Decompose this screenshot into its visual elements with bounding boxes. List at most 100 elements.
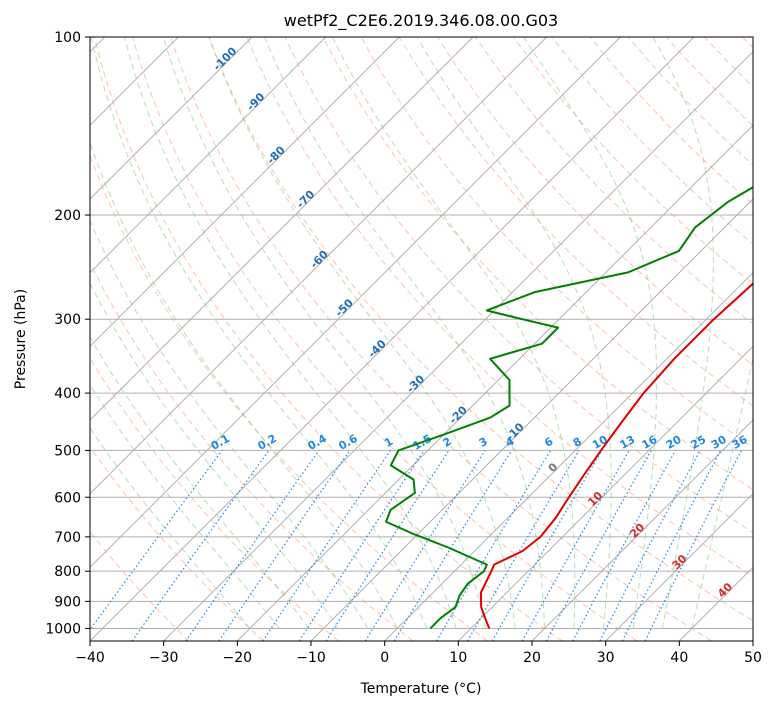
dry-adiabat-line (90, 445, 264, 641)
mixing-ratio-line (131, 450, 270, 641)
mixing-ratio-label: 16 (640, 433, 660, 452)
y-tick-label: 900 (54, 594, 81, 610)
moist-adiabat-line (90, 426, 251, 629)
isotherm-label: -30 (404, 372, 427, 395)
y-tick-label: 200 (54, 208, 81, 224)
isotherm-gridline (90, 37, 695, 641)
temperature-profile-line (479, 282, 753, 629)
mixing-ratio-line (218, 450, 351, 641)
isotherm-label: -90 (244, 90, 267, 113)
dry-adiabat-line (742, 37, 753, 49)
mixing-ratio-line (521, 450, 630, 641)
mixing-ratio-label: 30 (709, 433, 729, 452)
moist-adiabat-line (264, 37, 546, 629)
dry-adiabat-line (551, 37, 753, 245)
isotherm-label: -70 (294, 188, 317, 211)
isotherm-gridline (752, 640, 753, 641)
chart-title: wetPf2_C2E6.2019.346.08.00.G03 (284, 11, 558, 31)
mixing-ratio-label: 8 (571, 435, 584, 450)
mixing-ratio-label: 0.1 (209, 432, 232, 453)
mixing-ratio-label: 25 (689, 433, 709, 452)
x-tick-label: −20 (223, 650, 253, 666)
y-tick-label: 800 (54, 564, 81, 580)
dry-adiabat-line (513, 37, 753, 285)
mixing-ratio-line (325, 450, 450, 641)
mixing-ratio-label: 0.4 (306, 432, 330, 453)
isotherm-gridline (163, 50, 753, 641)
mixing-ratio-line (572, 450, 677, 641)
mixing-ratio-line (435, 450, 552, 641)
dewpoint-profile-line (385, 185, 753, 630)
y-tick-label: 700 (54, 530, 81, 546)
isotherm-gridline (90, 37, 253, 200)
dry-adiabat-line (665, 37, 753, 127)
isotherm-gridline (236, 124, 753, 641)
x-tick-label: 50 (744, 650, 762, 666)
dry-adiabat-line (322, 37, 753, 491)
moist-adiabat-line (90, 335, 310, 629)
moist-adiabat-line (523, 37, 658, 629)
isotherm-label: -100 (211, 44, 240, 73)
y-tick-label: 300 (54, 312, 81, 328)
mixing-ratio-label: 20 (664, 433, 684, 452)
moist-adiabat-line (416, 37, 612, 629)
y-axis-label: Pressure (hPa) (13, 289, 29, 389)
moist-adiabat-line (90, 140, 398, 629)
dry-adiabat-line (90, 261, 414, 641)
x-tick-label: 0 (380, 650, 389, 666)
y-tick-label: 100 (54, 30, 81, 46)
x-tick-label: 40 (670, 650, 688, 666)
moist-adiabat-line (90, 383, 280, 629)
mixing-ratio-line (262, 450, 391, 641)
mixing-ratio-label: 3 (477, 435, 490, 450)
y-tick-label: 600 (54, 490, 81, 506)
dry-adiabat-line (93, 37, 563, 641)
mixing-ratio-line (599, 450, 701, 641)
mixing-ratio-line (298, 450, 425, 641)
mixing-ratio-label: 13 (618, 433, 638, 452)
isotherm-gridline (90, 37, 327, 274)
moist-adiabat-line (162, 37, 487, 629)
profile-lines (385, 185, 753, 630)
isotherm-gridline (90, 37, 400, 348)
x-axis-label: Temperature (°C) (360, 681, 482, 697)
moist-adiabat-line (90, 37, 428, 629)
axes: −40 −30 −20 −10 0 10 20 30 40 5010020030040050060… (45, 30, 762, 666)
isotherm-label: -20 (447, 403, 470, 426)
isotherm-gridline (90, 37, 548, 495)
mixing-ratio-line (644, 450, 743, 641)
x-tick-label: −40 (75, 650, 105, 666)
dry-adiabat-line (208, 37, 753, 622)
moist-adiabat-line (90, 282, 339, 629)
mixing-ratio-label: 0.6 (336, 432, 360, 453)
dry-adiabat-line (170, 37, 713, 641)
isotherm-gridline (90, 37, 474, 421)
dry-adiabat-line (90, 357, 339, 641)
mixing-ratio-line (393, 450, 513, 641)
isotherm-gridline (531, 419, 753, 641)
moist-adiabat-line (208, 37, 516, 629)
x-tick-label: 10 (449, 650, 467, 666)
isotherm-label: 10 (585, 489, 605, 509)
isotherm-gridline (384, 271, 753, 641)
mixing-ratio-line (621, 450, 722, 641)
x-tick-label: −10 (296, 650, 326, 666)
y-tick-label: 500 (54, 443, 81, 459)
isotherm-label: 20 (627, 520, 647, 540)
background-lines (90, 37, 753, 641)
moist-adiabat-line (331, 37, 576, 629)
moist-adiabat-line (691, 355, 753, 629)
mixing-ratio-line (90, 450, 223, 631)
isotherm-gridline (605, 492, 753, 641)
dry-adiabat-line (703, 37, 753, 88)
isopleth-labels: 0.1 0.2 0.4 0.6 1 1.5 2 3 4 6 8 10 13 16 20 25 30 36-100-… (209, 44, 750, 600)
mixing-ratio-line (364, 450, 486, 641)
dry-adiabat-line (475, 37, 753, 325)
moist-adiabat-line (124, 37, 457, 629)
dry-adiabat-line (437, 37, 753, 366)
dry-adiabat-line (131, 37, 638, 641)
isotherm-label: -60 (308, 248, 331, 271)
isotherm-label: 40 (715, 580, 735, 600)
y-tick-label: 1000 (45, 621, 81, 637)
